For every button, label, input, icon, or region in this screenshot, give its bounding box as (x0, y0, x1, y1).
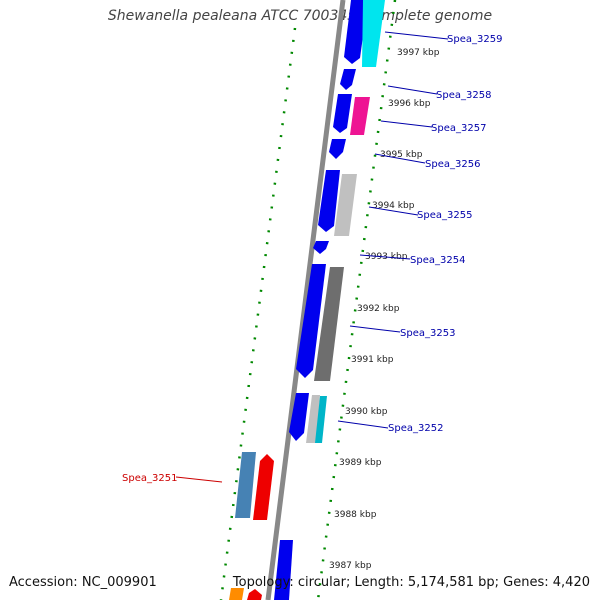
gene-feature[interactable] (296, 264, 326, 378)
map-title: Shewanella pealeana ATCC 700345, complet… (107, 8, 493, 24)
gene-label-spea-3257[interactable]: Spea_3257 (431, 123, 486, 134)
gene-feature[interactable] (235, 452, 256, 518)
leader-line (359, 254, 411, 260)
gene-feature[interactable] (350, 97, 370, 135)
leader-line (175, 476, 223, 483)
tick-label: 3997 kbp (397, 48, 440, 58)
tick-label: 3990 kbp (345, 407, 388, 417)
gene-feature[interactable] (329, 139, 346, 159)
gene-label-spea-3251[interactable]: Spea_3251 (122, 473, 177, 484)
leader-line (349, 325, 401, 333)
leader-line (384, 31, 449, 40)
gene-label-leaders (175, 31, 449, 483)
gene-feature[interactable] (344, 0, 368, 64)
gene-label-spea-3254[interactable]: Spea_3254 (410, 255, 465, 266)
leader-line (380, 120, 433, 128)
gene-feature[interactable] (247, 589, 262, 600)
tick-label: 3987 kbp (329, 561, 372, 571)
gene-feature[interactable] (313, 241, 329, 254)
gc-ring-inner (316, 0, 397, 600)
gene-feature[interactable] (362, 0, 385, 67)
gene-feature[interactable] (333, 94, 352, 133)
gene-label-spea-3259[interactable]: Spea_3259 (447, 34, 502, 45)
gene-feature[interactable] (274, 540, 293, 600)
gene-label-spea-3255[interactable]: Spea_3255 (417, 210, 472, 221)
leader-line (374, 153, 426, 164)
leader-line (337, 420, 389, 429)
gene-feature[interactable] (315, 396, 327, 443)
tick-label: 3992 kbp (357, 304, 400, 314)
gene-feature[interactable] (340, 69, 356, 90)
gene-label-spea-3253[interactable]: Spea_3253 (400, 328, 455, 339)
gene-labels: Spea_3259 Spea_3258 Spea_3257 Spea_3256 … (122, 34, 502, 484)
accession-label: Accession: NC_009901 (9, 575, 157, 590)
gene-label-spea-3252[interactable]: Spea_3252 (388, 423, 443, 434)
tick-label: 3989 kbp (339, 458, 382, 468)
gene-label-spea-3256[interactable]: Spea_3256 (425, 159, 480, 170)
leader-line (368, 206, 419, 216)
features-track (229, 0, 385, 600)
genome-backbone (265, 0, 346, 600)
genome-summary: Topology: circular; Length: 5,174,581 bp… (232, 575, 590, 590)
tick-label: 3991 kbp (351, 355, 394, 365)
gene-feature[interactable] (314, 267, 344, 381)
leader-line (387, 85, 438, 95)
gene-feature[interactable] (289, 393, 309, 441)
tick-label: 3994 kbp (372, 201, 415, 211)
gene-feature[interactable] (334, 174, 357, 236)
gene-label-spea-3258[interactable]: Spea_3258 (436, 90, 491, 101)
tick-label: 3995 kbp (380, 150, 423, 160)
tick-label: 3996 kbp (388, 99, 431, 109)
gc-ring-outer (219, 27, 297, 600)
gene-feature[interactable] (318, 170, 340, 232)
tick-label: 3988 kbp (334, 510, 377, 520)
gene-feature[interactable] (229, 588, 244, 600)
gene-feature[interactable] (253, 454, 274, 520)
